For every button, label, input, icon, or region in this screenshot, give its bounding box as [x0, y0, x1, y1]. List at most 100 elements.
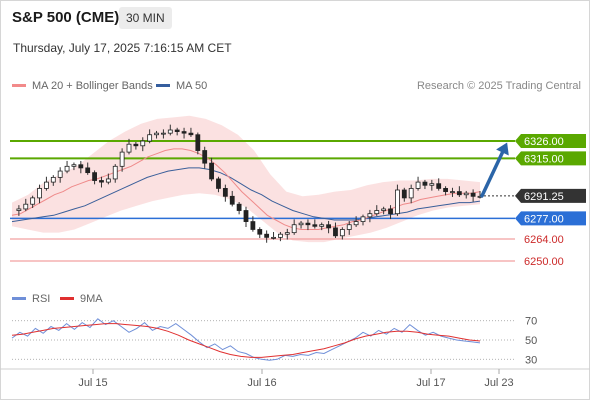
candle-body [360, 216, 366, 222]
candle-body [105, 178, 111, 183]
credit-text: Research © 2025 Trading Central [416, 80, 581, 92]
x-tick-label: Jul 17 [416, 377, 445, 389]
chart-header: S&P 500 (CME) 30 MIN [0, 0, 590, 36]
candle-body [367, 213, 373, 218]
candle-body [243, 210, 249, 222]
candle-body [339, 229, 345, 237]
legend-ma50: MA 50 [156, 80, 207, 92]
x-tick-label: Jul 15 [78, 377, 107, 389]
candle-body [346, 224, 352, 230]
legend-rsi-swatch [12, 296, 26, 300]
legend-ma20-label: MA 20 + Bollinger Bands [32, 80, 153, 92]
rsi-tick-70: 70 [525, 316, 537, 328]
candle-body [167, 129, 173, 134]
x-tick-label: Jul 23 [484, 377, 513, 389]
candle-body [44, 181, 49, 189]
candle-body [216, 178, 221, 189]
legend-rsi9: 9MA [60, 293, 103, 305]
candle-body [326, 224, 331, 229]
instrument-title: S&P 500 (CME) [12, 9, 120, 26]
candle-body [209, 162, 214, 180]
candle-body [188, 132, 194, 136]
candle-body [71, 164, 77, 167]
candle-body [305, 222, 311, 226]
candle-body [78, 164, 84, 169]
ma20-line [11, 148, 481, 230]
candle-body [456, 191, 462, 196]
level-label-6277.00: 6277.00 [524, 213, 564, 225]
candle-body [257, 229, 263, 235]
level-label-6250.00: 6250.00 [524, 256, 564, 268]
legend-rsi-label: RSI [32, 293, 51, 305]
candle-body [147, 134, 153, 142]
candle-body [450, 191, 455, 193]
chart-timestamp: Thursday, July 17, 2025 7:16:15 AM CET [13, 41, 232, 55]
candle-body [50, 176, 56, 183]
candles [16, 124, 483, 243]
candle-body [395, 189, 400, 215]
candle-body [401, 189, 407, 199]
level-label-6291.25: 6291.25 [524, 191, 564, 203]
rsi-tick-50: 50 [525, 335, 537, 347]
candle-body [374, 210, 380, 215]
legend-ma20-bb: MA 20 + Bollinger Bands [12, 80, 153, 92]
candle-body [415, 181, 421, 189]
candle-body [264, 233, 270, 238]
candle-body [278, 233, 283, 238]
candle-body [140, 140, 146, 147]
candle-body [64, 165, 70, 172]
legend-ma50-swatch [156, 83, 170, 87]
candle-body [30, 197, 36, 205]
candle-body [222, 188, 228, 197]
candle-body [154, 132, 159, 136]
candle-body [126, 143, 132, 153]
legend-rsi9-label: 9MA [80, 293, 103, 305]
legend-ma20-swatch [12, 83, 26, 87]
level-label-6315.00: 6315.00 [524, 153, 564, 165]
candle-body [250, 221, 256, 230]
candle-body [353, 221, 359, 226]
candle-body [422, 181, 428, 186]
candle-body [429, 183, 435, 186]
rsi-tick-30: 30 [525, 354, 537, 366]
projection-arrow-head [496, 142, 509, 156]
legend-ma50-label: MA 50 [176, 80, 208, 92]
candle-body [408, 188, 414, 199]
candle-body [229, 195, 235, 205]
candle-body [470, 192, 476, 197]
candle-body [161, 132, 166, 135]
candle-body [319, 224, 325, 227]
candle-body [16, 208, 22, 211]
candle-body [381, 208, 387, 211]
level-label-6264.00: 6264.00 [524, 234, 564, 246]
candle-body [174, 129, 180, 132]
rsi9-line [11, 323, 481, 358]
level-label-6326.00: 6326.00 [524, 136, 564, 148]
candle-body [388, 208, 393, 215]
candle-body [202, 150, 208, 164]
x-tick-label: Jul 16 [247, 377, 276, 389]
rsi-line [11, 318, 481, 361]
candle-body [57, 170, 63, 178]
legend-rsi: RSI [12, 293, 50, 305]
interval-button[interactable]: 30 MIN [119, 7, 172, 29]
ma50-line [11, 167, 481, 223]
candle-body [333, 227, 338, 237]
candle-body [99, 180, 104, 183]
candle-body [236, 203, 242, 211]
level-tag-6315.00 [515, 151, 586, 166]
candle-body [37, 188, 42, 199]
candle-body [119, 151, 125, 167]
candle-body [23, 203, 29, 210]
projection-arrow-shaft [480, 145, 507, 198]
level-tag-6326.00 [515, 134, 586, 149]
candle-body [112, 165, 118, 180]
candle-body [463, 192, 469, 196]
candle-body [133, 143, 139, 147]
candle-body [271, 236, 276, 239]
candle-body [181, 131, 187, 134]
candle-body [195, 134, 201, 151]
level-tag-6277.00 [515, 211, 586, 226]
candle-body [443, 188, 448, 192]
